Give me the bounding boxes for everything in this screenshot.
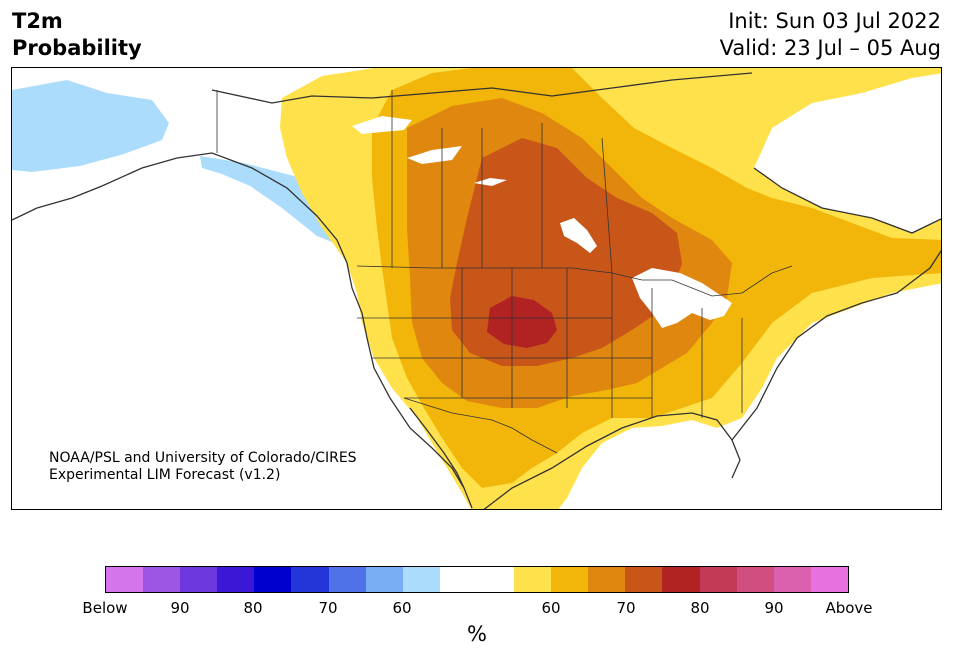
tick-below-80: 80 [243,599,263,617]
colorbar-segment [254,567,292,592]
coastlines [12,72,941,509]
tick-below: Below [82,599,128,617]
map-title: T2m Probability [12,8,142,62]
forecast-dates: Init: Sun 03 Jul 2022 Valid: 23 Jul – 05… [720,8,941,62]
credit-line-1: NOAA/PSL and University of Colorado/CIRE… [49,450,357,466]
us-canada-border [356,265,793,297]
gulf-coast [483,412,741,509]
init-date: Init: Sun 03 Jul 2022 [728,9,941,33]
colorbar-segment [662,567,700,592]
tick-above: Above [825,599,873,617]
hudson-bay-shore [753,167,941,234]
great-slave-lake [352,116,412,134]
tick-below-70: 70 [318,599,338,617]
colorbar-segment [514,567,552,592]
above-80-region [487,296,557,348]
atlantic-coast [731,249,941,441]
colorbar-segment [810,567,848,592]
great-lakes [632,268,732,328]
map-canvas [12,68,941,509]
credit-line-2: Experimental LIM Forecast (v1.2) [49,467,281,483]
tick-below-60: 60 [392,599,412,617]
colorbar-segment [106,567,144,592]
tick-above-70: 70 [616,599,636,617]
colorbar-segment [551,567,589,592]
credit-text: NOAA/PSL and University of Colorado/CIRE… [49,450,357,484]
pacific-coast [12,152,473,509]
tick-above-90: 90 [764,599,784,617]
forecast-map [11,67,942,510]
colorbar-segment [736,567,774,592]
colorbar-segment [699,567,737,592]
state-borders [357,268,743,418]
us-mexico-border [403,397,558,454]
hudson-bay [754,73,941,233]
baja-peninsula [409,407,465,489]
colorbar-segment [773,567,811,592]
title-type: Probability [12,36,142,60]
tick-above-60: 60 [541,599,561,617]
tick-above-80: 80 [690,599,710,617]
colorbar [105,566,849,593]
provincial-borders [391,90,613,274]
colorbar-segment [143,567,181,592]
colorbar-segment [217,567,255,592]
lake-winnipeg [560,218,597,253]
colorbar-segment [625,567,663,592]
below-60-region-yukon [200,156,350,246]
great-bear-lake [407,146,462,164]
colorbar-segment [180,567,218,592]
colorbar-segment [402,567,440,592]
tick-below-90: 90 [170,599,190,617]
political-borders [216,90,793,454]
valid-period: Valid: 23 Jul – 05 Aug [719,36,941,60]
arctic-coast [211,72,753,104]
colorbar-segment [291,567,329,592]
below-60-region-alaska [12,80,169,172]
colorbar-segment [328,567,366,592]
colorbar-segment [588,567,626,592]
colorbar-segment [439,567,477,592]
colorbar-segment [365,567,403,592]
colorbar-segment [476,567,515,592]
colorbar-unit: % [467,622,487,646]
title-variable: T2m [12,9,63,33]
